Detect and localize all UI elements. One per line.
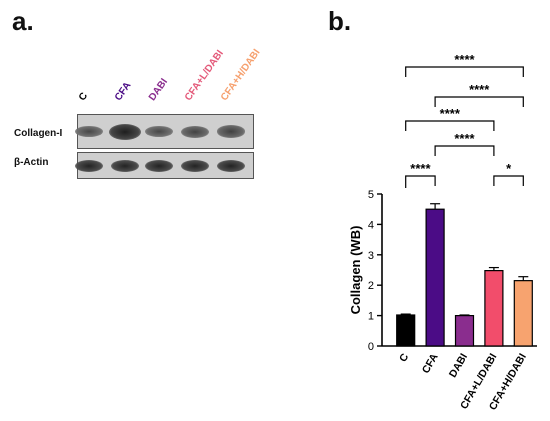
sig-bracket-2 <box>434 145 495 156</box>
blot-collagen <box>75 114 254 149</box>
sig-bracket-5 <box>405 66 524 77</box>
sig-label-3: **** <box>440 106 461 121</box>
sig-label-5: **** <box>454 52 475 67</box>
band-0-1 <box>109 123 141 140</box>
row-label-collagen: Collagen-I <box>14 128 63 139</box>
sig-label-4: **** <box>469 82 490 97</box>
x-tick-label-1: CFA <box>420 351 441 376</box>
band-1-2 <box>145 159 173 172</box>
sig-bracket-3 <box>405 120 495 131</box>
band-0-4 <box>217 125 245 138</box>
bar-1 <box>425 208 445 347</box>
blot-actin <box>75 152 254 179</box>
sig-bracket-0 <box>405 175 436 188</box>
sig-label-2: **** <box>454 131 475 146</box>
y-tick-label-4: 4 <box>368 219 374 231</box>
y-tick-label-0: 0 <box>368 341 374 353</box>
bar-4 <box>513 280 533 347</box>
band-0-2 <box>145 125 173 138</box>
band-1-1 <box>111 159 139 172</box>
y-tick-label-5: 5 <box>368 189 374 201</box>
band-1-3 <box>181 159 209 172</box>
row-label-actin: β-Actin <box>14 157 49 168</box>
sig-label-0: **** <box>410 161 431 176</box>
y-tick-label-3: 3 <box>368 250 374 262</box>
bar-2 <box>454 315 475 347</box>
x-tick-label-2: DABI <box>447 351 470 379</box>
y-tick-label-2: 2 <box>368 280 374 292</box>
panel-b-label: b. <box>328 6 352 36</box>
sig-bracket-1 <box>493 175 524 186</box>
sig-bracket-4 <box>434 96 524 107</box>
band-0-0 <box>75 125 103 138</box>
panel-a-label: a. <box>12 6 34 36</box>
band-1-4 <box>217 159 245 172</box>
bar-3 <box>484 270 504 347</box>
bar-0 <box>396 314 416 347</box>
band-1-0 <box>75 159 103 172</box>
y-axis-label: Collagen (WB) <box>348 226 363 315</box>
y-tick-label-1: 1 <box>368 311 374 323</box>
x-tick-label-0: C <box>397 351 411 364</box>
sig-label-1: * <box>506 161 512 176</box>
band-0-3 <box>181 125 209 138</box>
